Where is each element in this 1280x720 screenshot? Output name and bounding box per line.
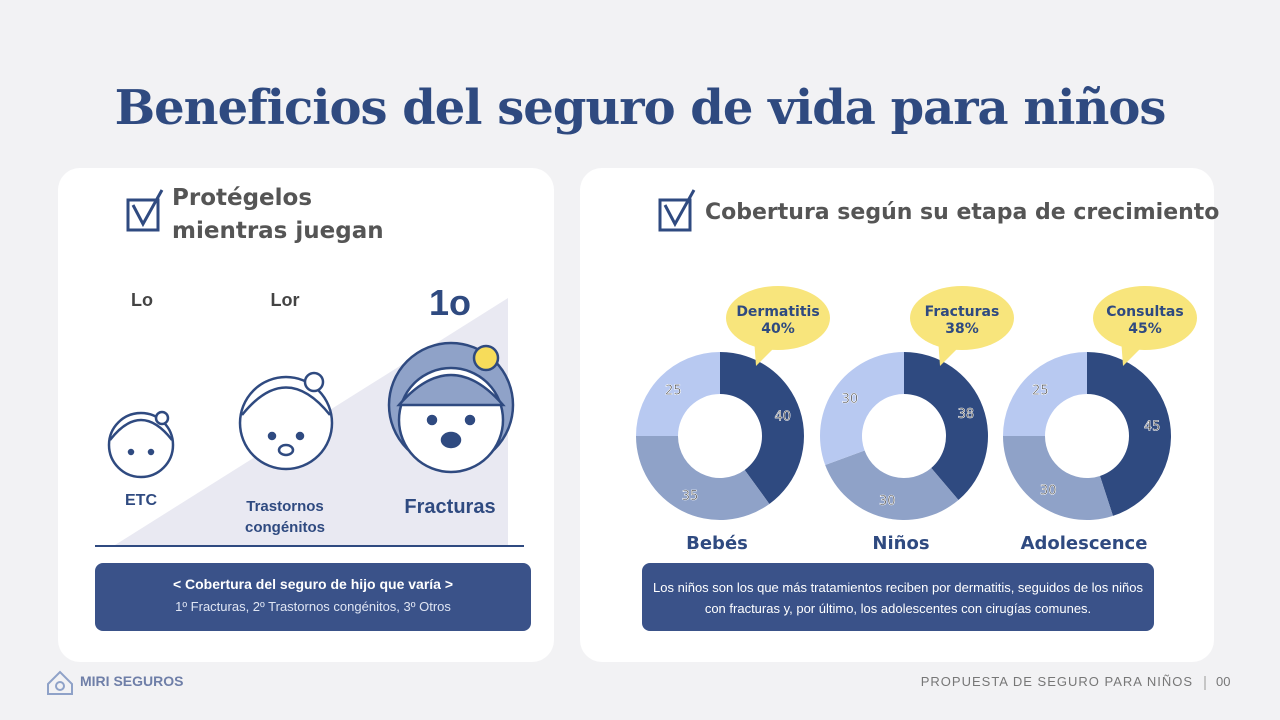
donut-slice — [825, 450, 959, 520]
note: Los niños son los que más tratamientos r… — [653, 580, 1143, 616]
page-number: 00 — [1216, 674, 1231, 689]
donut-slice — [636, 436, 770, 520]
callout-bubble — [726, 286, 830, 350]
note-box — [642, 563, 1154, 631]
chart-title: Adolescence — [1021, 533, 1148, 554]
rank: Lo — [131, 290, 153, 310]
chart-title: Niños — [872, 533, 929, 554]
brand: MIRI SEGUROS — [80, 673, 184, 689]
slice-label: 30 — [842, 392, 859, 407]
slice-label: 30 — [879, 494, 896, 509]
donut-slice — [636, 352, 720, 436]
donut-slice — [820, 352, 904, 466]
coverage-box — [95, 563, 531, 631]
child-faces — [107, 341, 515, 479]
rank: Lor — [270, 290, 300, 310]
donut-slice — [1087, 352, 1171, 516]
slice-label: 35 — [682, 489, 699, 504]
panel-heading: Cobertura según su etapa de crecimiento — [705, 200, 1220, 225]
rank-label: Trastornos congénitos — [244, 498, 325, 536]
callout-bubble — [1093, 286, 1197, 350]
slice-label: 40 — [774, 410, 791, 425]
donut-slice — [1003, 352, 1087, 436]
donut-slice — [904, 352, 988, 500]
callout-value: 40% — [761, 321, 795, 337]
callout-text: Fracturas — [925, 304, 1000, 320]
slice-label: 30 — [1040, 483, 1057, 498]
rank-label: Fracturas — [404, 496, 496, 518]
donut-slice — [1002, 436, 1113, 520]
callout-value: 45% — [1128, 321, 1162, 337]
slice-label: 25 — [665, 383, 682, 398]
right-panel — [580, 168, 1214, 662]
panel-heading: Protégelos mientras juegan — [172, 185, 384, 244]
footer-caption: PROPUESTA DE SEGURO PARA NIÑOS — [920, 674, 1193, 689]
donut-slice — [720, 352, 804, 504]
callout-bubble — [910, 286, 1014, 350]
callout-text: Dermatitis — [736, 304, 819, 320]
callout-value: 38% — [945, 321, 979, 337]
rank-label: ETC — [125, 492, 157, 509]
check-icon — [126, 189, 696, 232]
slice-label: 45 — [1144, 420, 1161, 435]
box-text: 1º Fracturas, 2º Trastornos congénitos, … — [175, 599, 451, 614]
callout-text: Consultas — [1106, 304, 1183, 320]
logo — [47, 670, 73, 695]
slide-title: Beneficios del seguro de vida para niños — [114, 80, 1167, 136]
slice-label: 25 — [1032, 383, 1049, 398]
chart-title: Bebés — [686, 533, 748, 554]
box-title: < Cobertura del seguro de hijo que varía… — [172, 576, 454, 592]
rank: 1o — [428, 282, 471, 323]
slice-label: 38 — [958, 407, 975, 422]
